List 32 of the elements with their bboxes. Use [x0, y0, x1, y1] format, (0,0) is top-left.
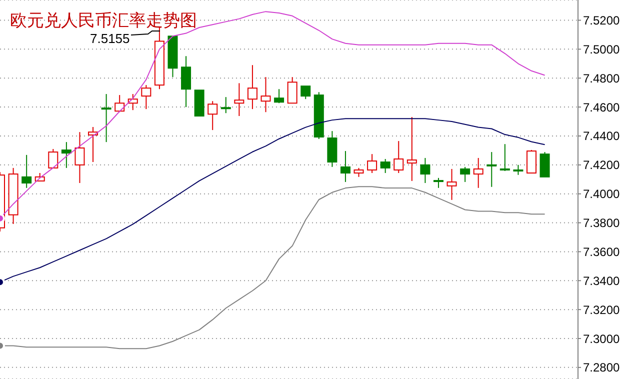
candlestick	[8, 167, 18, 224]
candlestick	[101, 94, 112, 143]
candlestick	[327, 130, 338, 168]
y-tick-label: 7.4600	[583, 100, 620, 114]
candlestick	[61, 142, 72, 168]
y-tick-label: 7.3400	[583, 274, 620, 288]
candlestick	[181, 56, 192, 108]
y-tick-label: 7.3800	[583, 216, 620, 230]
candlestick	[406, 116, 417, 182]
y-tick-label: 7.4200	[583, 158, 620, 172]
y-tick-label: 7.4000	[583, 187, 620, 202]
candlestick	[234, 82, 244, 117]
candlestick	[446, 168, 457, 200]
candlestick	[260, 76, 271, 113]
candlestick	[486, 152, 497, 188]
y-tick-label: 7.2800	[583, 360, 620, 375]
y-tick-label: 7.3000	[583, 332, 620, 346]
y-tick-label: 7.3200	[583, 302, 620, 317]
candlestick	[74, 132, 85, 184]
candlestick	[420, 157, 430, 184]
y-tick-label: 7.5200	[583, 14, 620, 28]
candlestick	[340, 150, 350, 182]
y-tick-label: 7.3600	[583, 244, 620, 259]
candlestick	[88, 126, 98, 163]
y-tick-label: 7.5000	[583, 42, 620, 56]
candlestick	[473, 157, 484, 188]
candlestick	[22, 154, 32, 188]
y-tick-label: 7.4400	[583, 129, 620, 144]
y-tick-label: 7.4800	[583, 71, 620, 86]
text: 欧元兑人民币汇率走势图	[10, 11, 197, 31]
candlestick	[247, 64, 258, 110]
annotation: 7.5155	[90, 31, 130, 46]
